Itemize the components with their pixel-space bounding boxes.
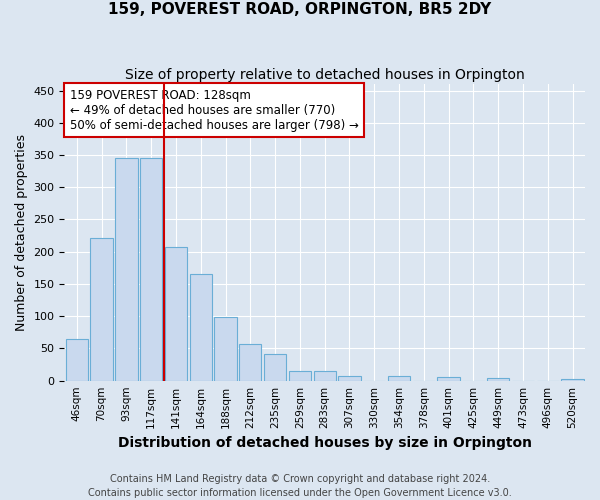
Y-axis label: Number of detached properties: Number of detached properties: [15, 134, 28, 331]
Bar: [338, 376, 361, 380]
Bar: [264, 354, 286, 380]
Bar: [190, 274, 212, 380]
Bar: [165, 246, 187, 380]
Bar: [115, 158, 137, 380]
Bar: [388, 376, 410, 380]
Bar: [140, 158, 163, 380]
Title: Size of property relative to detached houses in Orpington: Size of property relative to detached ho…: [125, 68, 524, 82]
Bar: [65, 339, 88, 380]
Text: Contains HM Land Registry data © Crown copyright and database right 2024.
Contai: Contains HM Land Registry data © Crown c…: [88, 474, 512, 498]
Text: 159, POVEREST ROAD, ORPINGTON, BR5 2DY: 159, POVEREST ROAD, ORPINGTON, BR5 2DY: [109, 2, 491, 18]
Bar: [314, 371, 336, 380]
Text: 159 POVEREST ROAD: 128sqm
← 49% of detached houses are smaller (770)
50% of semi: 159 POVEREST ROAD: 128sqm ← 49% of detac…: [70, 88, 358, 132]
Bar: [289, 371, 311, 380]
Bar: [239, 344, 262, 381]
X-axis label: Distribution of detached houses by size in Orpington: Distribution of detached houses by size …: [118, 436, 532, 450]
Bar: [214, 318, 236, 380]
Bar: [91, 238, 113, 380]
Bar: [437, 378, 460, 380]
Bar: [487, 378, 509, 380]
